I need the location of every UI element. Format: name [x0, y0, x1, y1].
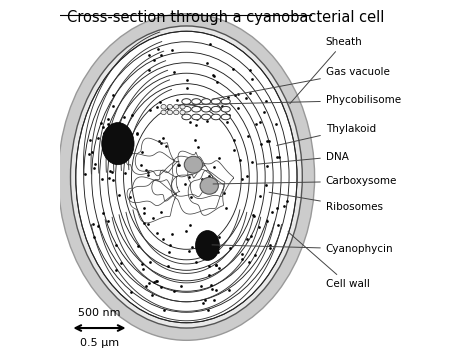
Ellipse shape	[173, 104, 179, 109]
Ellipse shape	[76, 31, 297, 323]
Text: Thylakoid: Thylakoid	[277, 124, 376, 145]
Ellipse shape	[182, 107, 191, 112]
Ellipse shape	[196, 230, 219, 261]
Ellipse shape	[201, 114, 210, 120]
Text: 0.5 μm: 0.5 μm	[80, 338, 119, 348]
Ellipse shape	[182, 99, 191, 104]
Ellipse shape	[191, 99, 201, 104]
Text: Cross-section through a cyanobacterial cell: Cross-section through a cyanobacterial c…	[67, 10, 384, 25]
Ellipse shape	[102, 122, 134, 165]
Ellipse shape	[200, 177, 219, 194]
Text: 500 nm: 500 nm	[78, 308, 121, 318]
Ellipse shape	[182, 114, 191, 120]
Ellipse shape	[191, 107, 201, 112]
Ellipse shape	[211, 107, 220, 112]
Ellipse shape	[161, 110, 166, 115]
Ellipse shape	[221, 99, 230, 104]
Ellipse shape	[167, 110, 173, 115]
Ellipse shape	[58, 14, 315, 340]
Ellipse shape	[221, 114, 230, 120]
Ellipse shape	[184, 156, 202, 173]
Text: Ribosomes: Ribosomes	[269, 192, 383, 212]
Text: Phycobilisome: Phycobilisome	[179, 96, 401, 105]
Text: Cell wall: Cell wall	[288, 232, 370, 289]
Ellipse shape	[161, 104, 166, 109]
Text: Sheath: Sheath	[290, 37, 363, 104]
Ellipse shape	[221, 107, 230, 112]
Ellipse shape	[201, 99, 210, 104]
Ellipse shape	[191, 114, 201, 120]
Ellipse shape	[167, 104, 173, 109]
Text: Cyanophycin: Cyanophycin	[212, 244, 393, 254]
Ellipse shape	[180, 104, 185, 109]
Text: Carboxysome: Carboxysome	[213, 176, 397, 186]
Ellipse shape	[211, 114, 220, 120]
Ellipse shape	[134, 110, 239, 244]
Ellipse shape	[180, 110, 185, 115]
Ellipse shape	[201, 107, 210, 112]
Ellipse shape	[71, 26, 302, 328]
Ellipse shape	[211, 99, 220, 104]
Text: Gas vacuole: Gas vacuole	[212, 67, 390, 99]
Ellipse shape	[173, 110, 179, 115]
Text: DNA: DNA	[257, 152, 349, 164]
